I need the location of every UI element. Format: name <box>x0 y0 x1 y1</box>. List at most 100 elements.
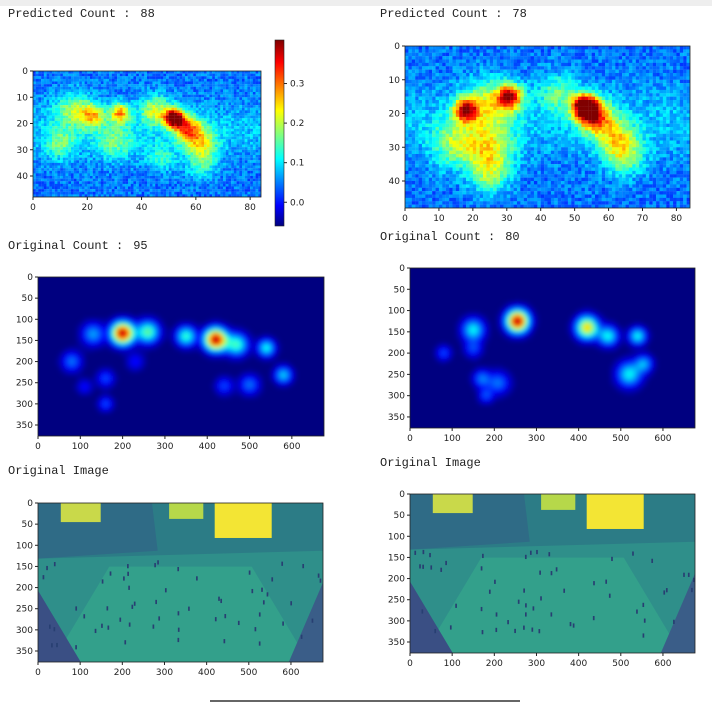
plot-frame <box>404 45 691 209</box>
y-tick-label: 250 <box>388 596 405 606</box>
plot-image <box>38 277 324 436</box>
x-tick-label: 100 <box>72 442 89 452</box>
panel: Predicted Count : 88 0 20 40 60 80 0 10 20 30 40 0.0… <box>8 7 305 227</box>
panel-heading: Original Image <box>8 464 109 478</box>
x-tick-label: 200 <box>114 668 131 678</box>
x-tick-label: 10 <box>433 214 445 224</box>
x-tick-label: 80 <box>671 214 683 224</box>
x-tick-label: 200 <box>114 442 131 452</box>
panel-heading: Predicted Count : 78 <box>380 7 527 21</box>
x-tick-label: 100 <box>444 659 461 669</box>
y-tick-label: 200 <box>388 575 405 585</box>
y-tick-label: 100 <box>388 307 405 317</box>
y-tick-label: 250 <box>16 379 33 389</box>
y-tick-label: 300 <box>388 392 405 402</box>
y-tick-label: 0 <box>27 499 33 509</box>
y-tick-label: 20 <box>389 110 401 120</box>
plot-image <box>410 268 695 428</box>
panel-heading: Predicted Count : 88 <box>8 7 155 21</box>
panel-heading: Original Count : 95 <box>8 239 148 253</box>
plot-image <box>410 494 695 653</box>
y-tick-label: 20 <box>17 120 29 130</box>
y-tick-label: 30 <box>17 146 29 156</box>
panel: Original Count : 80 0 100 200 300 400 500 600 0 50… <box>380 230 696 444</box>
x-tick-label: 40 <box>535 214 547 224</box>
y-tick-label: 10 <box>389 76 401 86</box>
x-tick-label: 400 <box>198 668 215 678</box>
y-tick-label: 50 <box>22 520 34 530</box>
y-tick-label: 100 <box>388 532 405 542</box>
y-tick-label: 50 <box>394 285 406 295</box>
heading-label: Predicted Count : <box>380 7 502 21</box>
x-tick-label: 80 <box>244 203 256 213</box>
x-tick-label: 300 <box>156 668 173 678</box>
y-tick-label: 0 <box>394 42 400 52</box>
panel: Predicted Count : 78 0 10 20 30 40 50 60 70 80 0 10 2… <box>380 7 691 224</box>
x-tick-label: 600 <box>654 659 671 669</box>
y-tick-label: 350 <box>16 647 33 657</box>
plot-frame <box>409 493 696 654</box>
y-tick-label: 40 <box>389 177 401 187</box>
heading-label: Predicted Count : <box>8 7 130 21</box>
x-tick-label: 0 <box>35 668 41 678</box>
y-tick-label: 350 <box>388 638 405 648</box>
plot-frame <box>37 502 324 663</box>
y-tick-label: 0 <box>399 490 405 500</box>
x-tick-label: 50 <box>569 214 581 224</box>
y-tick-label: 150 <box>16 336 33 346</box>
x-tick-label: 500 <box>612 659 629 669</box>
y-tick-label: 200 <box>388 349 405 359</box>
heading-label: Original Image <box>380 456 481 470</box>
x-tick-label: 40 <box>136 203 148 213</box>
heading-label: Original Count : <box>380 230 495 244</box>
x-tick-label: 200 <box>486 434 503 444</box>
plot-image <box>38 503 323 662</box>
x-tick-label: 600 <box>283 442 300 452</box>
x-tick-label: 500 <box>240 668 257 678</box>
panel: Original Image 0 100 200 300 400 500 600 0 50 100 1… <box>380 456 696 669</box>
y-tick-label: 0 <box>27 273 33 283</box>
x-tick-label: 0 <box>407 434 413 444</box>
y-tick-label: 40 <box>17 172 29 182</box>
colorbar-tick-label: 0.0 <box>290 198 305 208</box>
x-tick-label: 600 <box>282 668 299 678</box>
panel: Original Image 0 100 200 300 400 500 600 0 50 100 1… <box>8 464 324 678</box>
y-tick-label: 250 <box>16 605 33 615</box>
y-tick-label: 30 <box>389 143 401 153</box>
panel-heading: Original Count : 80 <box>380 230 520 244</box>
plot-image <box>405 46 690 208</box>
colorbar-tick-label: 0.3 <box>290 80 304 90</box>
x-tick-label: 70 <box>637 214 649 224</box>
heading-count: 78 <box>512 7 526 21</box>
y-tick-label: 200 <box>16 358 33 368</box>
plot-image <box>33 71 261 197</box>
y-tick-label: 150 <box>16 562 33 572</box>
y-tick-label: 200 <box>16 584 33 594</box>
panel-heading: Original Image <box>380 456 481 470</box>
colorbar-tick-label: 0.2 <box>290 119 304 129</box>
y-tick-label: 150 <box>388 553 405 563</box>
x-tick-label: 400 <box>570 659 587 669</box>
y-tick-label: 350 <box>16 421 33 431</box>
x-tick-label: 100 <box>72 668 89 678</box>
y-tick-label: 350 <box>388 413 405 423</box>
x-tick-label: 300 <box>156 442 173 452</box>
x-tick-label: 300 <box>528 659 545 669</box>
heading-count: 80 <box>505 230 519 244</box>
colorbar-tick-label: 0.1 <box>290 159 304 169</box>
x-tick-label: 20 <box>467 214 479 224</box>
x-tick-label: 60 <box>603 214 615 224</box>
x-tick-label: 30 <box>501 214 513 224</box>
y-tick-label: 10 <box>17 93 29 103</box>
y-tick-label: 150 <box>388 328 405 338</box>
heading-count: 95 <box>133 239 147 253</box>
x-tick-label: 300 <box>528 434 545 444</box>
x-tick-label: 600 <box>654 434 671 444</box>
y-tick-label: 300 <box>16 400 33 410</box>
plot-frame <box>37 276 325 437</box>
x-tick-label: 20 <box>82 203 94 213</box>
y-tick-label: 0 <box>22 67 28 77</box>
plot-frame <box>409 267 696 429</box>
heading-count: 88 <box>140 7 154 21</box>
